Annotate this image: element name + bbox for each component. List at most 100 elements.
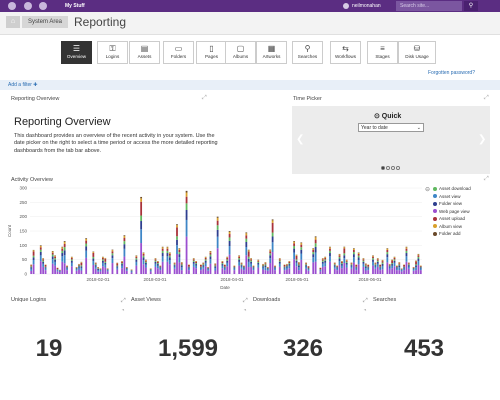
legend-toggle-icon[interactable]: ⊖ (425, 187, 431, 193)
chart-bar-segment (350, 265, 353, 267)
tab-label: Assets (137, 54, 152, 59)
chart-bar-segment (300, 259, 303, 274)
chart-bar-segment (111, 255, 114, 259)
chart-bar-segment (178, 248, 181, 251)
chart-bar-segment (121, 262, 123, 264)
chart-bar-segment (195, 264, 198, 266)
chart-bar-segment (362, 259, 365, 261)
tab-disk-usage[interactable]: ⛁ Disk Usage (398, 41, 436, 64)
legend-item[interactable]: Folder view (433, 200, 471, 208)
tab-overview[interactable]: ☰ Overview (61, 41, 92, 64)
chart-bar-segment (140, 215, 143, 222)
tab-workflows[interactable]: ⇆ Workflows (330, 41, 361, 64)
chart-bar-segment (374, 265, 377, 267)
chart-bar-segment (214, 265, 217, 267)
chart-bar-segment (228, 246, 231, 255)
legend-item[interactable]: Folder add (433, 230, 471, 238)
expand-icon[interactable]: ⤢ (484, 176, 489, 182)
search-icon[interactable]: ⚲ (464, 1, 478, 11)
carousel-dot[interactable] (391, 166, 395, 170)
chart-bar-segment (166, 248, 169, 251)
chart-bar-segment (78, 269, 80, 274)
forgot-password-link[interactable]: Forgotten password? (428, 70, 475, 76)
tab-icon: ⚿ (109, 44, 116, 53)
carousel-dot[interactable] (381, 166, 385, 170)
breadcrumb-system-area[interactable]: System Area (22, 16, 68, 28)
notifications-icon[interactable] (39, 2, 47, 10)
chart-bar-segment (209, 252, 212, 255)
tab-albums[interactable]: ▢ Albums (225, 41, 256, 64)
tab-label: Artworks (262, 54, 281, 59)
legend-item[interactable]: Album view (433, 223, 471, 231)
chart-bar-segment (178, 248, 181, 249)
chart-bar-segment (178, 252, 181, 255)
legend-item[interactable]: Web page view (433, 208, 471, 216)
tab-artworks[interactable]: ▦ Artworks (256, 41, 287, 64)
reporting-overview-section-title: Reporting Overview (11, 96, 60, 102)
tab-folders[interactable]: ▭ Folders (163, 41, 194, 64)
chart-bar-segment (180, 263, 183, 265)
chart-bar-segment (333, 266, 336, 269)
chart-bar-segment (364, 270, 367, 274)
add-filter-link[interactable]: Add a filter ✚ (8, 82, 38, 88)
chart-bar-segment (185, 190, 188, 193)
search-input[interactable] (396, 1, 462, 11)
expand-icon[interactable]: ⤢ (121, 298, 126, 304)
expand-icon[interactable]: ⤢ (363, 298, 368, 304)
legend-label: Asset view (439, 193, 461, 199)
legend-item[interactable]: Asset view (433, 193, 471, 201)
chart-bar-segment (417, 260, 420, 265)
chart-bar-segment (125, 270, 128, 274)
chart-bar-segment (99, 271, 102, 274)
chart-bar-segment (192, 258, 195, 260)
chart-bar-segment (75, 268, 78, 270)
chart-bar-segment (293, 245, 296, 249)
chart-bar-segment (44, 266, 47, 268)
username-menu[interactable]: neilmonahan (352, 3, 381, 9)
tab-pages[interactable]: ▯ Pages (196, 41, 227, 64)
expand-icon[interactable]: ⤢ (202, 95, 207, 101)
chart-bar-segment (398, 267, 401, 271)
tab-assets[interactable]: ▤ Assets (129, 41, 160, 64)
help-icon[interactable] (24, 2, 32, 10)
breadcrumb-home-icon[interactable]: ⌂ (6, 16, 20, 28)
top-navigation-bar (0, 0, 500, 12)
home-icon[interactable] (8, 2, 16, 10)
chart-bar-segment (75, 267, 78, 268)
chart-bar-segment (154, 266, 157, 274)
chart-bar-segment (379, 270, 382, 274)
tab-stages[interactable]: ≡ Stages (367, 41, 398, 64)
chart-bar-segment (70, 266, 73, 274)
expand-icon[interactable]: ⤢ (243, 298, 248, 304)
date-range-select[interactable]: Year to date ⌄ (358, 123, 424, 132)
chart-bar-segment (321, 259, 324, 261)
legend-item[interactable]: Asset download (433, 185, 471, 193)
chart-bar-segment (405, 256, 408, 262)
x-tick-label: 2018-05-01 (285, 277, 309, 282)
carousel-next-icon[interactable]: ❯ (478, 134, 487, 145)
chart-bar-segment (300, 247, 303, 250)
legend-item[interactable]: Asset upload (433, 215, 471, 223)
carousel-dot[interactable] (396, 166, 400, 170)
user-avatar[interactable] (343, 3, 349, 9)
y-tick-label: 150 (19, 229, 27, 234)
chart-bar-segment (391, 268, 394, 274)
y-tick-label: 300 (19, 186, 27, 191)
chart-bar-segment (202, 266, 205, 269)
chart-bar-segment (396, 266, 398, 267)
chart-bar-segment (362, 260, 365, 262)
chart-bar-segment (149, 269, 152, 271)
tab-label: Stages (375, 54, 390, 59)
my-stuff-link[interactable]: My Stuff (65, 3, 85, 9)
tab-searches[interactable]: ⚲ Searches (292, 41, 323, 64)
chart-bar-segment (116, 266, 119, 268)
expand-icon[interactable]: ⤢ (484, 95, 489, 101)
tab-logins[interactable]: ⚿ Logins (97, 41, 128, 64)
chart-bar-segment (398, 263, 401, 265)
chart-bar-segment (80, 270, 83, 274)
chart-bar-segment (386, 257, 389, 263)
chart-bar-segment (388, 264, 391, 266)
carousel-dot[interactable] (386, 166, 390, 170)
chart-bar-segment (97, 269, 100, 272)
carousel-prev-icon[interactable]: ❮ (296, 134, 305, 145)
